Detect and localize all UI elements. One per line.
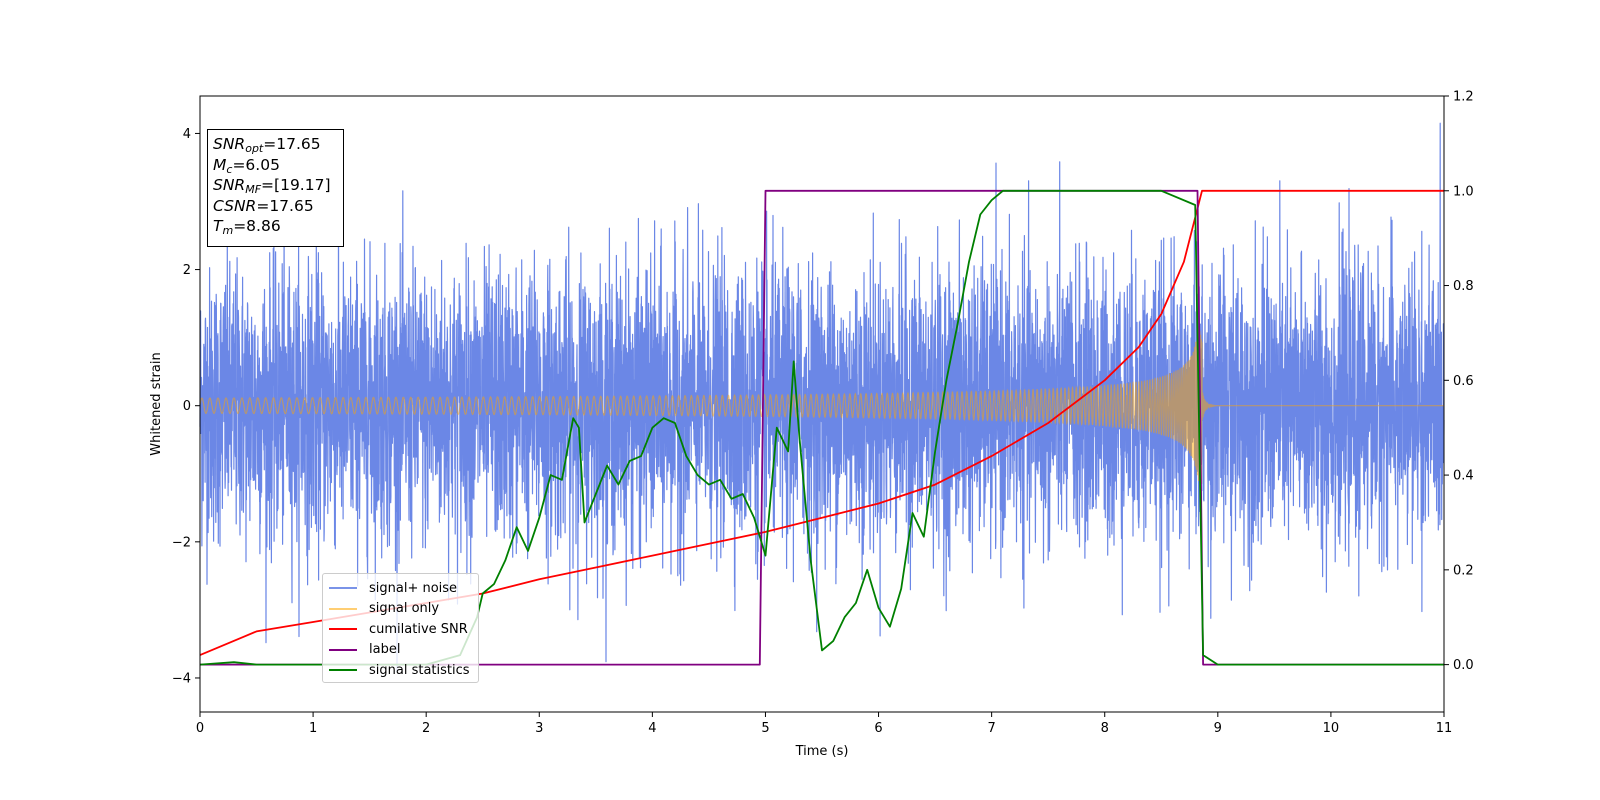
x-tick-label: 10 — [1323, 721, 1340, 736]
legend-swatch-signal-only — [329, 607, 357, 610]
x-tick-label: 3 — [535, 721, 543, 736]
y-left-tick-label: 2 — [183, 263, 191, 278]
legend-item-label: label — [329, 640, 478, 661]
snr-mf-annotation: SNRMF=[19.17] — [213, 176, 331, 196]
legend-swatch-label — [329, 648, 357, 651]
y-left-tick-label: 4 — [183, 127, 191, 142]
x-tick-label: 11 — [1436, 721, 1453, 736]
y-right-tick-label: 1.0 — [1453, 184, 1474, 199]
csnr-annotation: CSNR=17.65 — [213, 196, 314, 215]
x-tick-label: 2 — [422, 721, 430, 736]
y-right-tick-label: 0.6 — [1453, 374, 1474, 389]
legend-item-signal-only: signal only — [329, 599, 478, 620]
y-right-tick-label: 0.8 — [1453, 279, 1474, 294]
x-tick-label: 5 — [761, 721, 769, 736]
plot-frame — [199, 95, 1445, 713]
x-tick-label: 4 — [648, 721, 656, 736]
y-right-tick-label: 1.2 — [1453, 90, 1474, 105]
legend: signal+ noise signal only cumilative SNR… — [322, 573, 479, 683]
legend-swatch-signal-statistics — [329, 669, 357, 672]
x-tick-label: 0 — [196, 721, 204, 736]
y-left-tick-label: −4 — [172, 671, 191, 686]
x-tick-label: 9 — [1214, 721, 1222, 736]
y-left-tick-label: −2 — [172, 535, 191, 550]
legend-item-cumilative-snr: cumilative SNR — [329, 619, 478, 640]
signal-only-series — [199, 327, 1444, 484]
legend-swatch-signal-noise — [329, 587, 357, 590]
tm-annotation: Tm=8.86 — [213, 217, 281, 237]
y-axis-label: Whitened strain — [149, 352, 164, 455]
y-left-tick-label: 0 — [183, 399, 191, 414]
legend-swatch-cumilative-snr — [329, 628, 357, 631]
axes: 0 1 2 3 4 5 6 7 8 9 10 11 4 2 0 −2 −4 1.2 1.0 0.8 0.6 0.4 0.2 0… — [172, 90, 1474, 737]
x-tick-label: 8 — [1101, 721, 1109, 736]
x-axis-label: Time (s) — [795, 744, 849, 759]
stats-annotation-box: SNRopt=17.65 Mc=6.05 SNRMF=[19.17] CSNR=… — [207, 129, 344, 247]
x-tick-label: 7 — [987, 721, 995, 736]
legend-item-signal-noise: signal+ noise — [329, 578, 478, 599]
y-right-tick-label: 0.4 — [1453, 469, 1474, 484]
y-right-tick-label: 0.2 — [1453, 563, 1474, 578]
signal-noise-series — [199, 122, 1445, 672]
signal-statistics-line — [199, 189, 1444, 666]
x-tick-label: 1 — [309, 721, 317, 736]
legend-item-signal-statistics: signal statistics — [329, 660, 478, 681]
snr-opt-annotation: SNRopt=17.65 — [213, 135, 321, 155]
signal-only-line — [199, 327, 1444, 484]
y-right-tick-label: 0.0 — [1453, 658, 1474, 673]
mc-annotation: Mc=6.05 — [213, 155, 280, 176]
signal-noise-line — [199, 122, 1445, 672]
x-tick-label: 6 — [874, 721, 882, 736]
